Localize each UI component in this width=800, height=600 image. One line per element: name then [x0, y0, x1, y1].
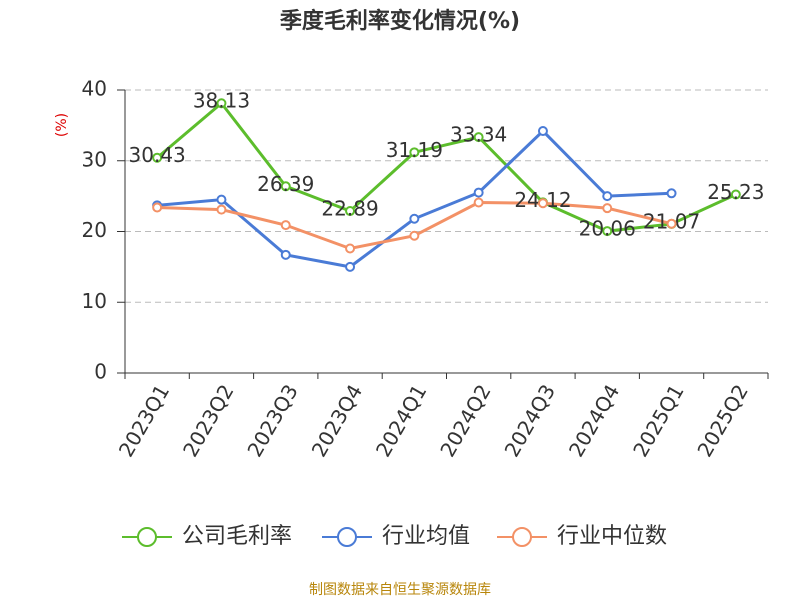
data-point: [473, 187, 484, 198]
x-tick-label: 2023Q4: [307, 380, 367, 461]
data-label: 38.13: [193, 89, 250, 113]
y-tick-label: 40: [82, 77, 107, 101]
y-tick-label: 10: [82, 289, 107, 313]
legend-marker: [137, 527, 157, 547]
data-point: [409, 213, 420, 224]
data-point: [152, 202, 163, 213]
data-point: [280, 181, 291, 192]
data-point: [602, 203, 613, 214]
x-tick-label: 2023Q1: [114, 380, 174, 461]
data-label: 31.19: [386, 138, 443, 162]
data-point: [280, 249, 291, 260]
chart-title: 季度毛利率变化情况(%): [280, 8, 520, 34]
data-point: [473, 197, 484, 208]
data-point: [602, 191, 613, 202]
y-tick-label: 30: [82, 147, 107, 171]
x-tick-label: 2025Q1: [628, 380, 688, 461]
x-tick-label: 2023Q2: [178, 380, 238, 461]
x-tick-label: 2024Q2: [435, 380, 495, 461]
legend-label: 公司毛利率: [182, 524, 292, 549]
data-point: [537, 126, 548, 137]
series-line: [156, 101, 737, 233]
data-point: [473, 132, 484, 143]
legend-marker: [512, 527, 532, 547]
source-note: 制图数据来自恒生聚源数据库: [309, 582, 491, 598]
x-tick-label: 2024Q3: [500, 380, 560, 461]
data-point: [666, 218, 677, 229]
data-label: 25.23: [707, 180, 764, 204]
x-tick-label: 2023Q3: [242, 380, 302, 461]
data-label: 30.43: [129, 143, 186, 167]
data-label: 22.89: [321, 197, 378, 221]
x-tick-label: 2025Q2: [692, 380, 752, 461]
x-tick-label: 2024Q4: [564, 380, 624, 461]
data-label: 33.34: [450, 123, 507, 147]
data-label: 20.06: [579, 217, 636, 241]
data-point: [345, 243, 356, 254]
data-point: [409, 147, 420, 158]
data-point: [537, 198, 548, 209]
y-tick-label: 20: [82, 218, 107, 242]
data-point: [409, 230, 420, 241]
x-tick-label: 2024Q1: [371, 380, 431, 461]
data-point: [666, 188, 677, 199]
legend-label: 行业中位数: [557, 524, 667, 549]
y-axis-label: (%): [54, 113, 70, 137]
data-point: [602, 226, 613, 237]
data-point: [345, 206, 356, 217]
data-point: [216, 98, 227, 109]
data-point: [216, 194, 227, 205]
data-point: [152, 152, 163, 163]
legend-label: 行业均值: [382, 524, 470, 549]
data-label: 26.39: [257, 172, 314, 196]
data-point: [730, 189, 741, 200]
y-tick-label: 0: [94, 360, 107, 384]
legend-marker: [337, 527, 357, 547]
data-point: [280, 220, 291, 231]
data-point: [216, 204, 227, 215]
data-point: [345, 261, 356, 272]
